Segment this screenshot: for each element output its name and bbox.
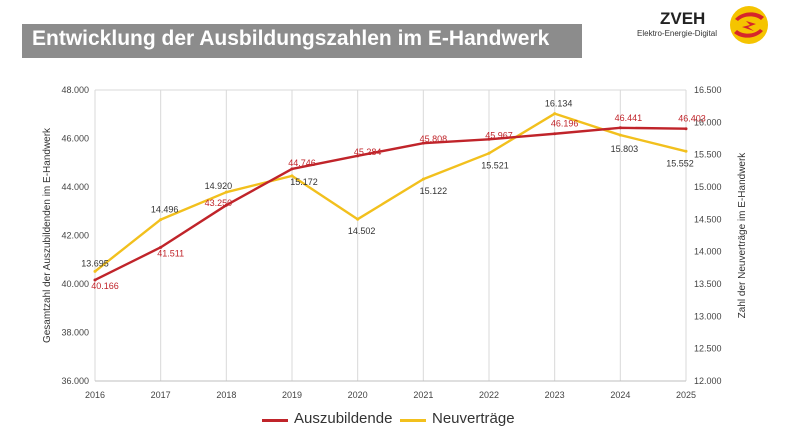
x-tick-label: 2021 — [413, 390, 433, 400]
x-tick-label: 2022 — [479, 390, 499, 400]
data-point-neuvertraege — [487, 151, 491, 155]
data-label-neuvertraege: 15.552 — [666, 158, 694, 168]
data-point-neuvertraege — [224, 190, 228, 194]
data-point-neuvertraege — [553, 112, 557, 116]
lightning-swirl-icon — [730, 6, 768, 44]
series-line-auszubildende — [94, 126, 687, 282]
zveh-logo: ZVEH Elektro-Energie-Digital — [618, 2, 800, 46]
data-label-neuvertraege: 14.496 — [151, 205, 179, 215]
logo-name: ZVEH — [660, 9, 706, 28]
legend-label-auszubildende: Auszubildende — [294, 410, 393, 427]
data-point-neuvertraege — [618, 133, 622, 137]
x-tick-label: 2016 — [85, 390, 105, 400]
chart-title: Entwicklung der Ausbildungszahlen im E-H… — [32, 27, 550, 50]
legend-swatch-auszubildende — [262, 419, 288, 422]
data-label-neuvertraege: 14.502 — [348, 226, 376, 236]
x-tick-label: 2018 — [216, 390, 236, 400]
data-label-neuvertraege: 14.920 — [205, 181, 233, 191]
data-point-auszubildende — [159, 245, 163, 249]
y2-tick-label: 12.500 — [694, 344, 722, 354]
y2-tick-label: 15.500 — [694, 150, 722, 160]
x-tick-label: 2023 — [545, 390, 565, 400]
data-label-auszubildende: 41.511 — [157, 248, 184, 258]
series-line-neuvertraege — [94, 112, 687, 273]
data-point-auszubildende — [290, 167, 294, 171]
data-label-auszubildende: 43.250 — [205, 198, 233, 208]
data-point-neuvertraege — [421, 177, 425, 181]
data-point-auszubildende — [618, 126, 622, 130]
y-tick-label: 46.000 — [61, 134, 89, 144]
data-point-auszubildende — [224, 203, 228, 207]
y2-tick-label: 14.500 — [694, 214, 722, 224]
y-tick-label: 44.000 — [61, 182, 89, 192]
y-axis-title: Gesamtzahl der Auszubildenden im E-Handw… — [42, 127, 53, 343]
y2-tick-label: 16.500 — [694, 85, 722, 95]
data-point-auszubildende — [487, 137, 491, 141]
title-banner: Entwicklung der Ausbildungszahlen im E-H… — [22, 24, 582, 58]
x-tick-label: 2025 — [676, 390, 696, 400]
data-label-neuvertraege: 15.172 — [290, 177, 318, 187]
data-point-neuvertraege — [684, 149, 688, 153]
data-point-auszubildende — [421, 141, 425, 145]
data-label-auszubildende: 45.967 — [485, 130, 513, 140]
y2-tick-label: 13.500 — [694, 279, 722, 289]
legend-label-neuvertraege: Neuverträge — [432, 410, 515, 427]
legend-swatch-neuvertraege — [400, 419, 426, 422]
axes: 2016 2017 2018 2019 2020 2021 2022 2023 2024 2025… — [42, 85, 748, 400]
x-tick-label: 2024 — [610, 390, 630, 400]
data-label-neuvertraege: 13.695 — [81, 258, 109, 268]
logo-tagline: Elektro-Energie-Digital — [637, 29, 718, 38]
data-label-neuvertraege: 15.122 — [420, 186, 448, 196]
data-label-auszubildende: 45.284 — [354, 147, 382, 157]
x-tick-label: 2017 — [151, 390, 171, 400]
series — [93, 112, 688, 282]
data-label-neuvertraege: 15.803 — [611, 144, 639, 154]
y2-tick-label: 16.000 — [694, 117, 722, 127]
legend: Auszubildende Neuverträge — [0, 405, 800, 435]
y2-tick-label: 12.000 — [694, 376, 722, 386]
data-label-auszubildende: 46.403 — [678, 114, 706, 124]
data-label-auszubildende: 44.746 — [288, 158, 316, 168]
y-tick-label: 36.000 — [61, 376, 89, 386]
y-tick-label: 48.000 — [61, 85, 89, 95]
data-label-auszubildende: 40.166 — [91, 281, 119, 291]
y-tick-label: 42.000 — [61, 231, 89, 241]
data-labels: 40.166 41.511 43.250 44.746 45.284 45.808 45.9… — [81, 99, 706, 291]
y-tick-label: 40.000 — [61, 279, 89, 289]
data-label-auszubildende: 46.196 — [551, 119, 579, 129]
data-point-auszubildende — [684, 127, 688, 131]
data-point-auszubildende — [553, 132, 557, 136]
data-point-neuvertraege — [159, 218, 163, 222]
x-tick-label: 2019 — [282, 390, 302, 400]
y-tick-label: 38.000 — [61, 328, 89, 338]
data-label-neuvertraege: 16.134 — [545, 99, 573, 109]
x-tick-label: 2020 — [348, 390, 368, 400]
data-point-neuvertraege — [93, 269, 97, 273]
data-label-auszubildende: 45.808 — [420, 134, 448, 144]
data-label-auszubildende: 46.441 — [615, 113, 643, 123]
y2-tick-label: 13.000 — [694, 311, 722, 321]
data-point-auszubildende — [93, 278, 97, 282]
data-point-auszubildende — [356, 154, 360, 158]
y2-tick-label: 14.000 — [694, 247, 722, 257]
data-point-neuvertraege — [290, 174, 294, 178]
y2-tick-label: 15.000 — [694, 182, 722, 192]
data-label-neuvertraege: 15.521 — [481, 160, 509, 170]
grid-lines — [94, 89, 687, 381]
y2-axis-title: Zahl der Neuverträge im E-Handwerk — [737, 152, 748, 319]
data-point-neuvertraege — [356, 217, 360, 221]
